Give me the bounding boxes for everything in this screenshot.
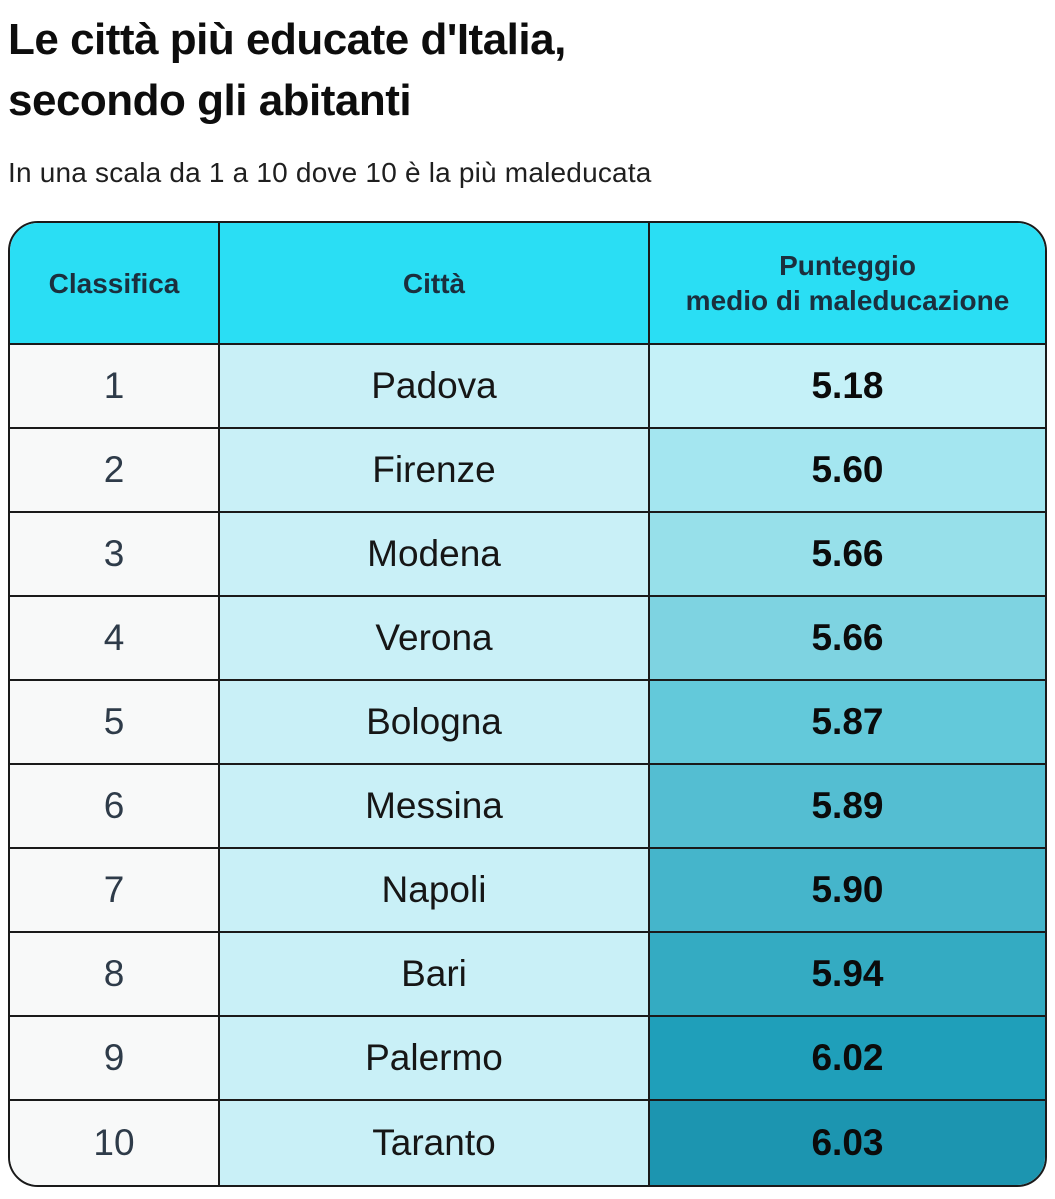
table-row: 7 Napoli 5.90 bbox=[10, 849, 1045, 934]
page-subtitle: In una scala da 1 a 10 dove 10 è la più … bbox=[8, 157, 652, 189]
city-cell: Padova bbox=[220, 345, 650, 430]
score-cell: 5.87 bbox=[650, 681, 1045, 766]
rank-cell: 4 bbox=[10, 597, 220, 682]
table-row: 9 Palermo 6.02 bbox=[10, 1017, 1045, 1102]
header-punteggio-line2: medio di maleducazione bbox=[685, 285, 1010, 317]
score-cell: 5.66 bbox=[650, 597, 1045, 682]
table-row: 8 Bari 5.94 bbox=[10, 933, 1045, 1018]
rank-cell: 8 bbox=[10, 933, 220, 1018]
score-cell: 5.18 bbox=[650, 345, 1045, 430]
table-row: 5 Bologna 5.87 bbox=[10, 681, 1045, 766]
score-cell: 6.02 bbox=[650, 1017, 1045, 1102]
city-cell: Bari bbox=[220, 933, 650, 1018]
header-punteggio-line1: Punteggio bbox=[779, 250, 916, 282]
header-cell-punteggio: Punteggio medio di maleducazione bbox=[650, 223, 1045, 346]
rank-cell: 2 bbox=[10, 429, 220, 514]
rank-cell: 1 bbox=[10, 345, 220, 430]
score-cell: 5.60 bbox=[650, 429, 1045, 514]
table-row: 1 Padova 5.18 bbox=[10, 345, 1045, 430]
score-cell: 5.94 bbox=[650, 933, 1045, 1018]
score-cell: 6.03 bbox=[650, 1101, 1045, 1186]
header-cell-classifica: Classifica bbox=[10, 223, 220, 346]
rank-cell: 3 bbox=[10, 513, 220, 598]
city-cell: Messina bbox=[220, 765, 650, 850]
table-row: 6 Messina 5.89 bbox=[10, 765, 1045, 850]
table-row: 2 Firenze 5.60 bbox=[10, 429, 1045, 514]
city-cell: Bologna bbox=[220, 681, 650, 766]
rank-cell: 6 bbox=[10, 765, 220, 850]
city-cell: Taranto bbox=[220, 1101, 650, 1186]
city-cell: Palermo bbox=[220, 1017, 650, 1102]
city-cell: Firenze bbox=[220, 429, 650, 514]
rank-cell: 5 bbox=[10, 681, 220, 766]
city-cell: Napoli bbox=[220, 849, 650, 934]
table-row: 3 Modena 5.66 bbox=[10, 513, 1045, 598]
page-title-line1: Le città più educate d'Italia, bbox=[8, 15, 566, 64]
ranking-table: Classifica Città Punteggio medio di male… bbox=[8, 221, 1047, 1188]
rank-cell: 9 bbox=[10, 1017, 220, 1102]
rank-cell: 10 bbox=[10, 1101, 220, 1186]
score-cell: 5.90 bbox=[650, 849, 1045, 934]
table-row: 4 Verona 5.66 bbox=[10, 597, 1045, 682]
city-cell: Verona bbox=[220, 597, 650, 682]
score-cell: 5.66 bbox=[650, 513, 1045, 598]
city-cell: Modena bbox=[220, 513, 650, 598]
page-title-line2: secondo gli abitanti bbox=[8, 75, 412, 125]
table-row: 10 Taranto 6.03 bbox=[10, 1101, 1045, 1186]
header-cell-citta: Città bbox=[220, 223, 650, 346]
page-title: Le città più educate d'Italia, secondo g… bbox=[8, 10, 1047, 131]
rank-cell: 7 bbox=[10, 849, 220, 934]
score-cell: 5.89 bbox=[650, 765, 1045, 850]
table-header-row: Classifica Città Punteggio medio di male… bbox=[10, 223, 1045, 346]
